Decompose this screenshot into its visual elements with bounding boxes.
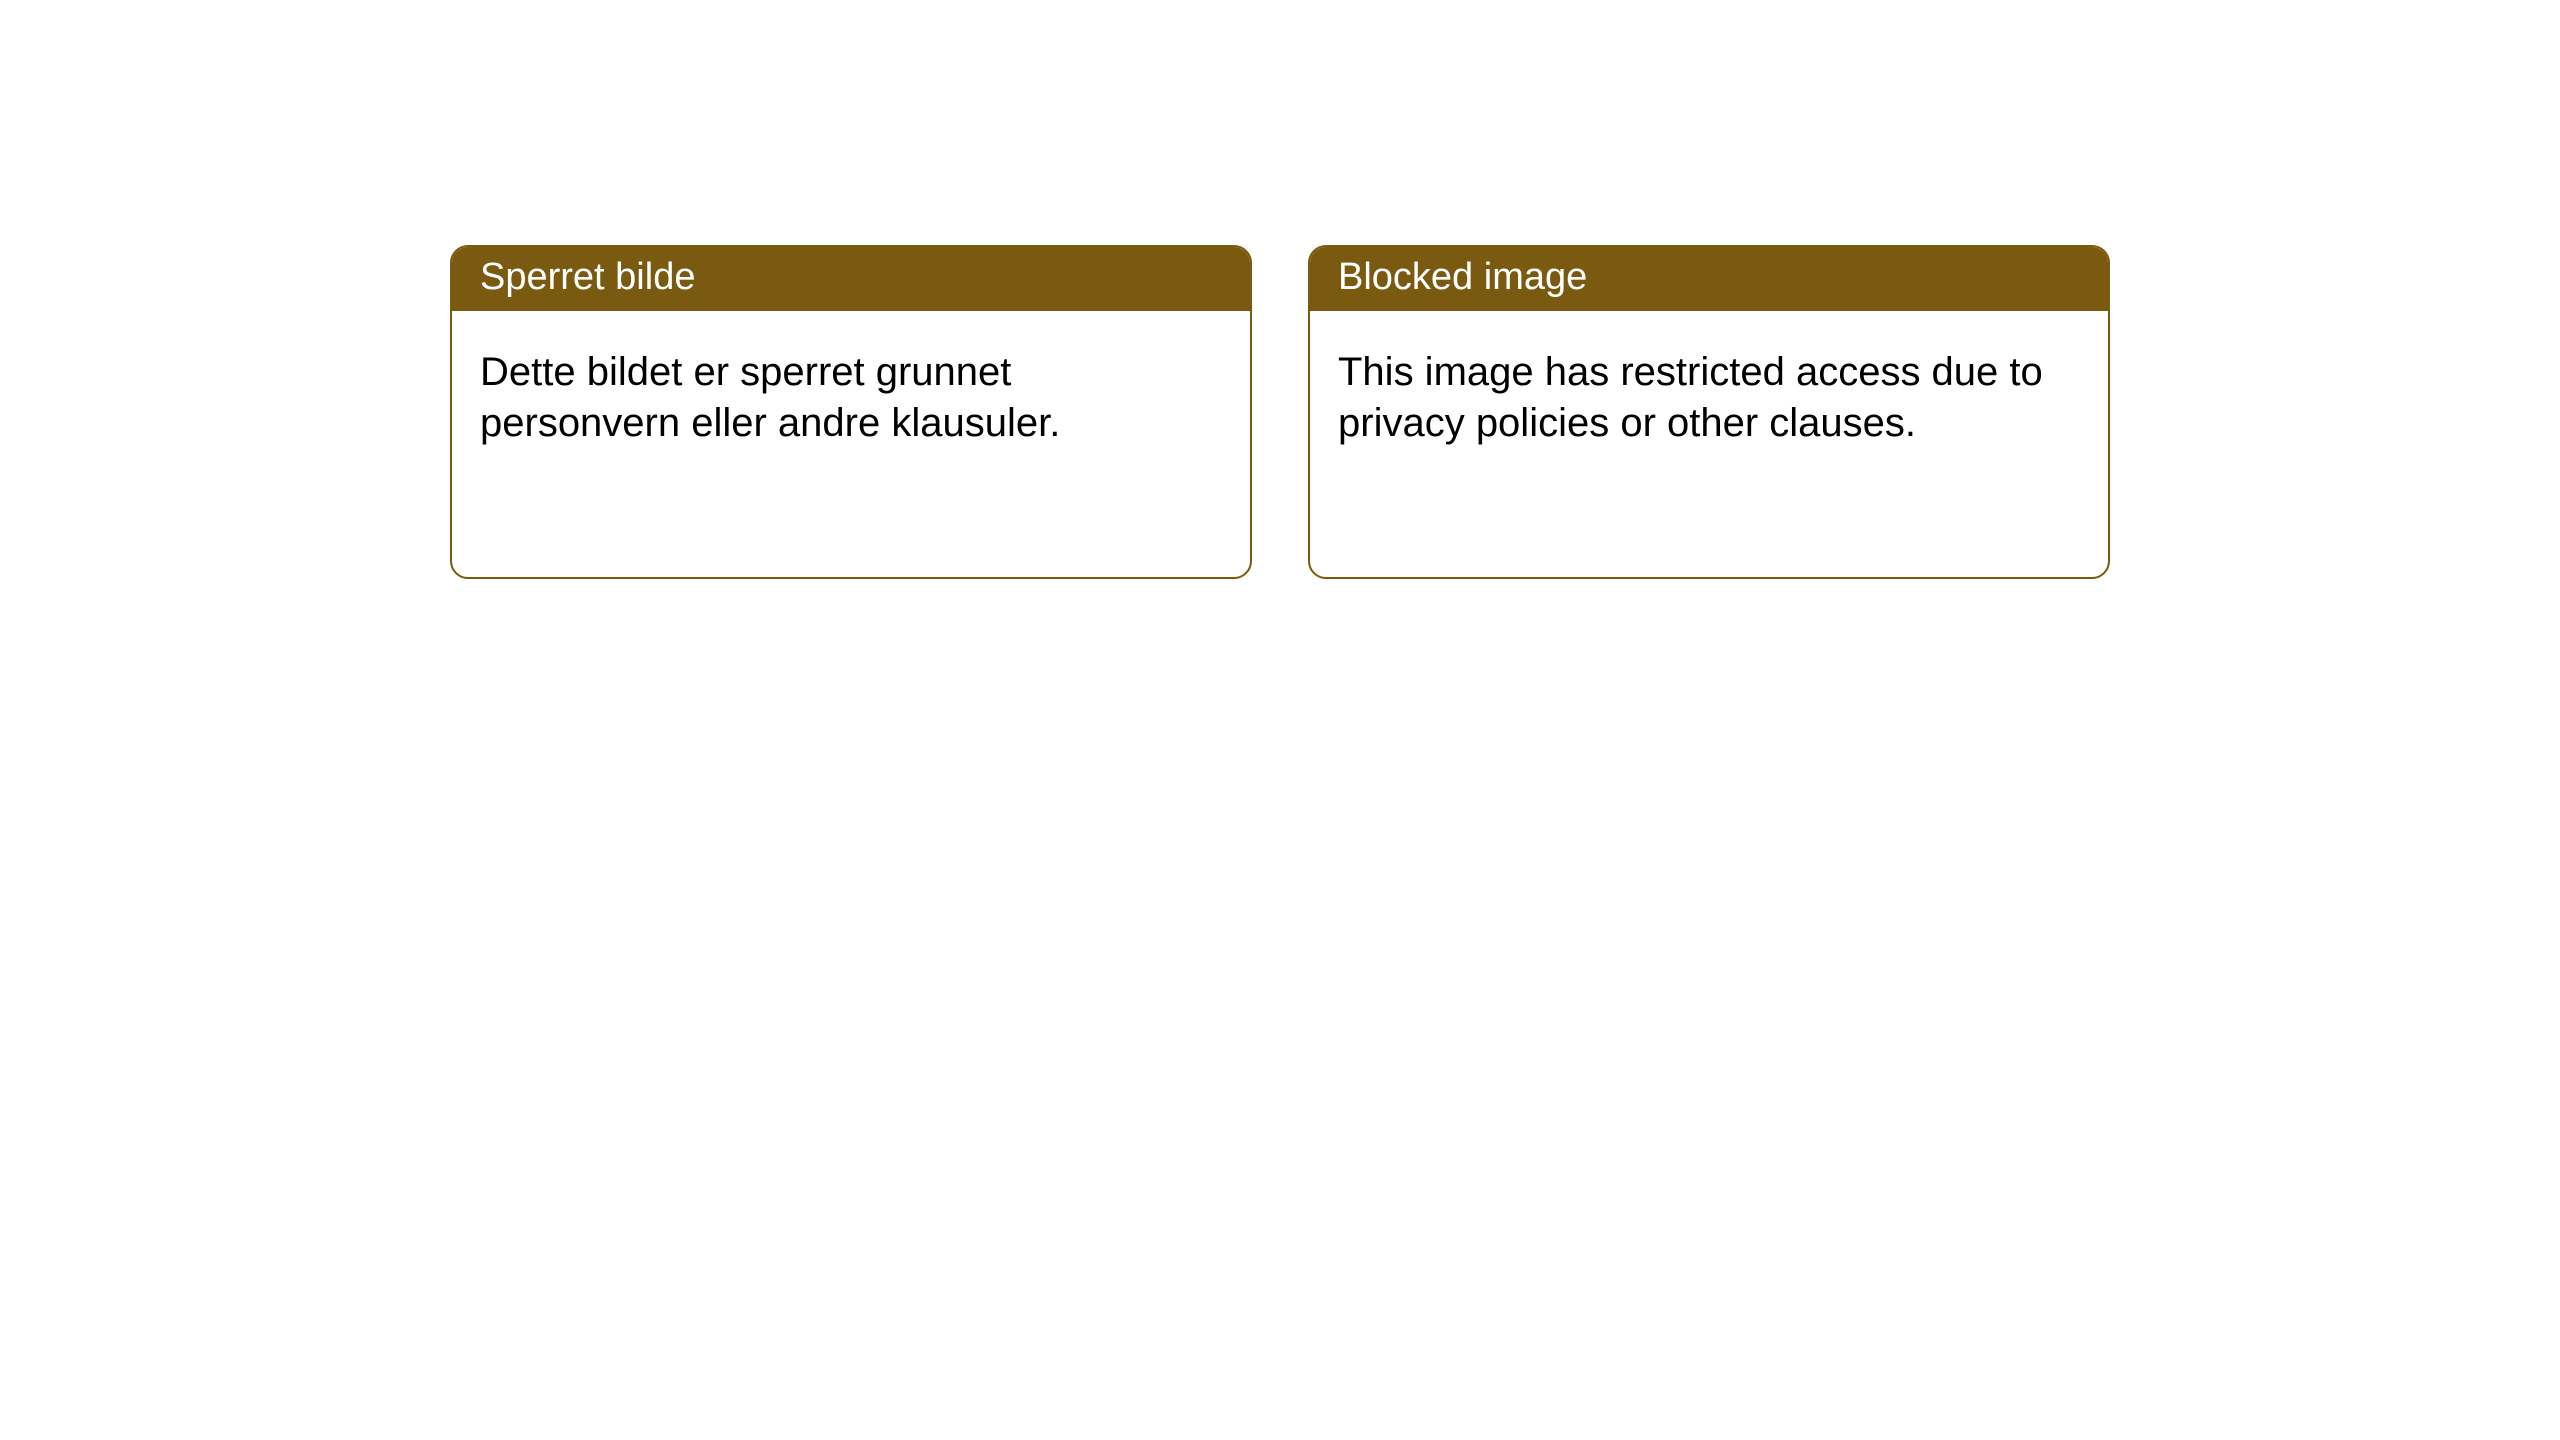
notice-title: Blocked image xyxy=(1338,256,1587,298)
notice-body-text: This image has restricted access due to … xyxy=(1338,350,2043,445)
notice-body-text: Dette bildet er sperret grunnet personve… xyxy=(480,350,1060,445)
notice-header: Blocked image xyxy=(1310,247,2108,311)
notice-title: Sperret bilde xyxy=(480,256,695,298)
notice-card-english: Blocked image This image has restricted … xyxy=(1308,245,2110,579)
notice-container: Sperret bilde Dette bildet er sperret gr… xyxy=(0,0,2560,579)
notice-header: Sperret bilde xyxy=(452,247,1250,311)
notice-body: Dette bildet er sperret grunnet personve… xyxy=(452,311,1250,469)
notice-card-norwegian: Sperret bilde Dette bildet er sperret gr… xyxy=(450,245,1252,579)
notice-body: This image has restricted access due to … xyxy=(1310,311,2108,469)
